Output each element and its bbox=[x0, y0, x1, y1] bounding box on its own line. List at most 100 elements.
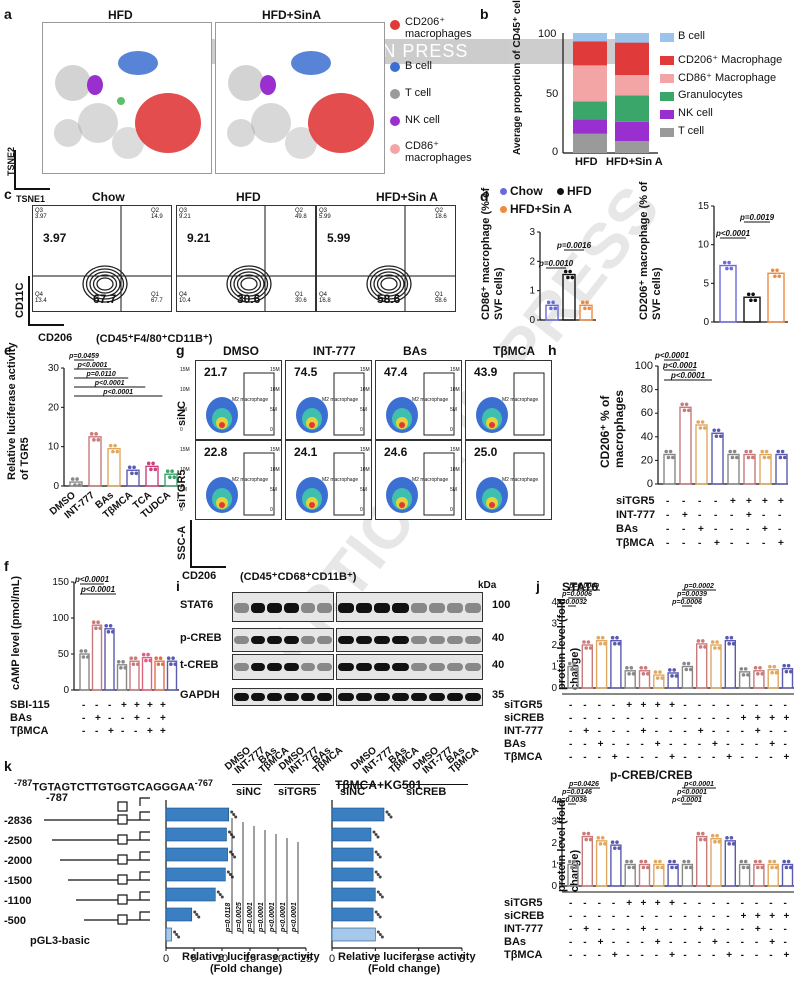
construct-label: pGL3-basic bbox=[30, 935, 90, 947]
quadrant-big-top: 3.97 bbox=[43, 231, 67, 245]
row-sign: + bbox=[583, 726, 589, 737]
p-value: p<0.0001 bbox=[670, 371, 706, 380]
group-line bbox=[402, 784, 468, 785]
row-sign: - bbox=[682, 524, 685, 535]
data-point bbox=[684, 865, 689, 870]
tss-arrow bbox=[139, 891, 150, 900]
density-red bbox=[219, 502, 225, 508]
row-sign: - bbox=[741, 726, 744, 737]
blot-strip bbox=[336, 592, 483, 622]
panel-k1-chart: 0 5 10 15 20 25 p=0.0118 p=0.0025 p=0.0001 p=0.00… bbox=[163, 800, 312, 965]
data-point bbox=[153, 467, 158, 472]
row-sign: - bbox=[726, 898, 729, 909]
data-point bbox=[625, 666, 629, 670]
y-tick: 0 bbox=[270, 507, 273, 513]
panel-label-i: i bbox=[176, 578, 180, 594]
data-point bbox=[746, 865, 750, 870]
x-tick-label: 15 bbox=[244, 953, 256, 965]
data-point bbox=[674, 865, 679, 870]
data-point bbox=[703, 645, 707, 649]
data-point bbox=[627, 865, 631, 870]
data-point bbox=[104, 624, 108, 628]
legend-b-swatch-nk bbox=[660, 110, 674, 119]
row-sign: - bbox=[698, 510, 701, 521]
kda-value: 40 bbox=[492, 659, 505, 671]
row-sign: + bbox=[755, 726, 761, 737]
b-bar-segment bbox=[615, 33, 649, 43]
data-point bbox=[141, 652, 146, 657]
band bbox=[300, 603, 316, 613]
data-point bbox=[98, 626, 103, 630]
kda-value: 35 bbox=[492, 689, 505, 701]
panel-k2-xlabel: Relative luciferase activity bbox=[338, 951, 476, 963]
data-point bbox=[646, 672, 650, 676]
panel-g-xlabel: CD206 bbox=[182, 570, 217, 582]
data-point bbox=[701, 639, 705, 643]
bar bbox=[667, 863, 679, 887]
row-sign: - bbox=[784, 937, 787, 948]
row-sign: + bbox=[741, 713, 747, 724]
row-sign: - bbox=[730, 510, 733, 521]
bar bbox=[781, 667, 794, 689]
data-point bbox=[731, 641, 736, 646]
row-sign: - bbox=[683, 911, 686, 922]
row-sign: - bbox=[683, 713, 686, 724]
row-sign: + bbox=[612, 752, 618, 763]
row-sign: + bbox=[784, 911, 790, 922]
row-sign: - bbox=[108, 713, 111, 724]
legend-d-hfd: HFD bbox=[567, 184, 592, 198]
panel-g-x-arrow bbox=[190, 566, 226, 568]
construct-box bbox=[117, 914, 128, 925]
row-sign: - bbox=[655, 924, 658, 935]
kda-header: kDa bbox=[478, 580, 497, 591]
gate-box bbox=[333, 372, 365, 436]
row-sign: - bbox=[741, 752, 744, 763]
y-tick: 10M bbox=[450, 387, 460, 393]
y-tick: 5M bbox=[180, 487, 187, 493]
bar bbox=[107, 447, 121, 487]
panel-g-gate: (CD45⁺CD68⁺CD11B⁺) bbox=[240, 571, 357, 583]
row-sign: + bbox=[134, 700, 140, 711]
panel-c-x-arrow bbox=[28, 324, 64, 326]
gate-value: 47.4 bbox=[384, 365, 408, 379]
row-sign: - bbox=[583, 713, 586, 724]
gate-box bbox=[243, 372, 275, 436]
y-tick: 10M bbox=[360, 467, 370, 473]
row-sign: - bbox=[755, 898, 758, 909]
b-bar-segment bbox=[573, 119, 607, 134]
band bbox=[267, 636, 282, 644]
quadrant-q1: Q1 30.6 bbox=[295, 292, 307, 304]
row-sign: - bbox=[712, 898, 715, 909]
hbar bbox=[331, 927, 376, 942]
band bbox=[428, 636, 445, 644]
flow-plot-g: 24.6 M2 macrophage 15M 10M 5M 0 bbox=[360, 440, 462, 520]
data-point bbox=[132, 465, 136, 470]
tss-arrow bbox=[139, 851, 150, 860]
data-point bbox=[776, 449, 780, 454]
row-sign: + bbox=[746, 496, 752, 507]
panel-label-d: d bbox=[480, 188, 489, 204]
row-label: INT-777 bbox=[616, 509, 655, 521]
data-point bbox=[111, 449, 115, 454]
row-label: siCREB bbox=[504, 910, 544, 922]
y-tick: 5M bbox=[270, 487, 277, 493]
row-sign: - bbox=[569, 911, 572, 922]
data-point bbox=[772, 859, 777, 864]
tsne-plot-hfd-sina bbox=[215, 22, 385, 174]
construct-box bbox=[117, 814, 128, 825]
gate-label: M2 macrophage bbox=[322, 397, 359, 403]
band bbox=[267, 603, 282, 613]
density-red bbox=[219, 422, 225, 428]
data-point bbox=[760, 865, 764, 870]
data-point bbox=[629, 666, 634, 670]
y-tick: 15M bbox=[360, 447, 370, 453]
data-point bbox=[770, 268, 775, 273]
bar bbox=[653, 863, 665, 887]
data-point bbox=[725, 635, 729, 640]
flow-contour bbox=[317, 206, 455, 311]
data-point bbox=[131, 662, 136, 666]
row-sign: - bbox=[666, 510, 669, 521]
bar bbox=[753, 670, 765, 689]
group-line bbox=[232, 784, 262, 785]
data-point bbox=[653, 859, 658, 864]
